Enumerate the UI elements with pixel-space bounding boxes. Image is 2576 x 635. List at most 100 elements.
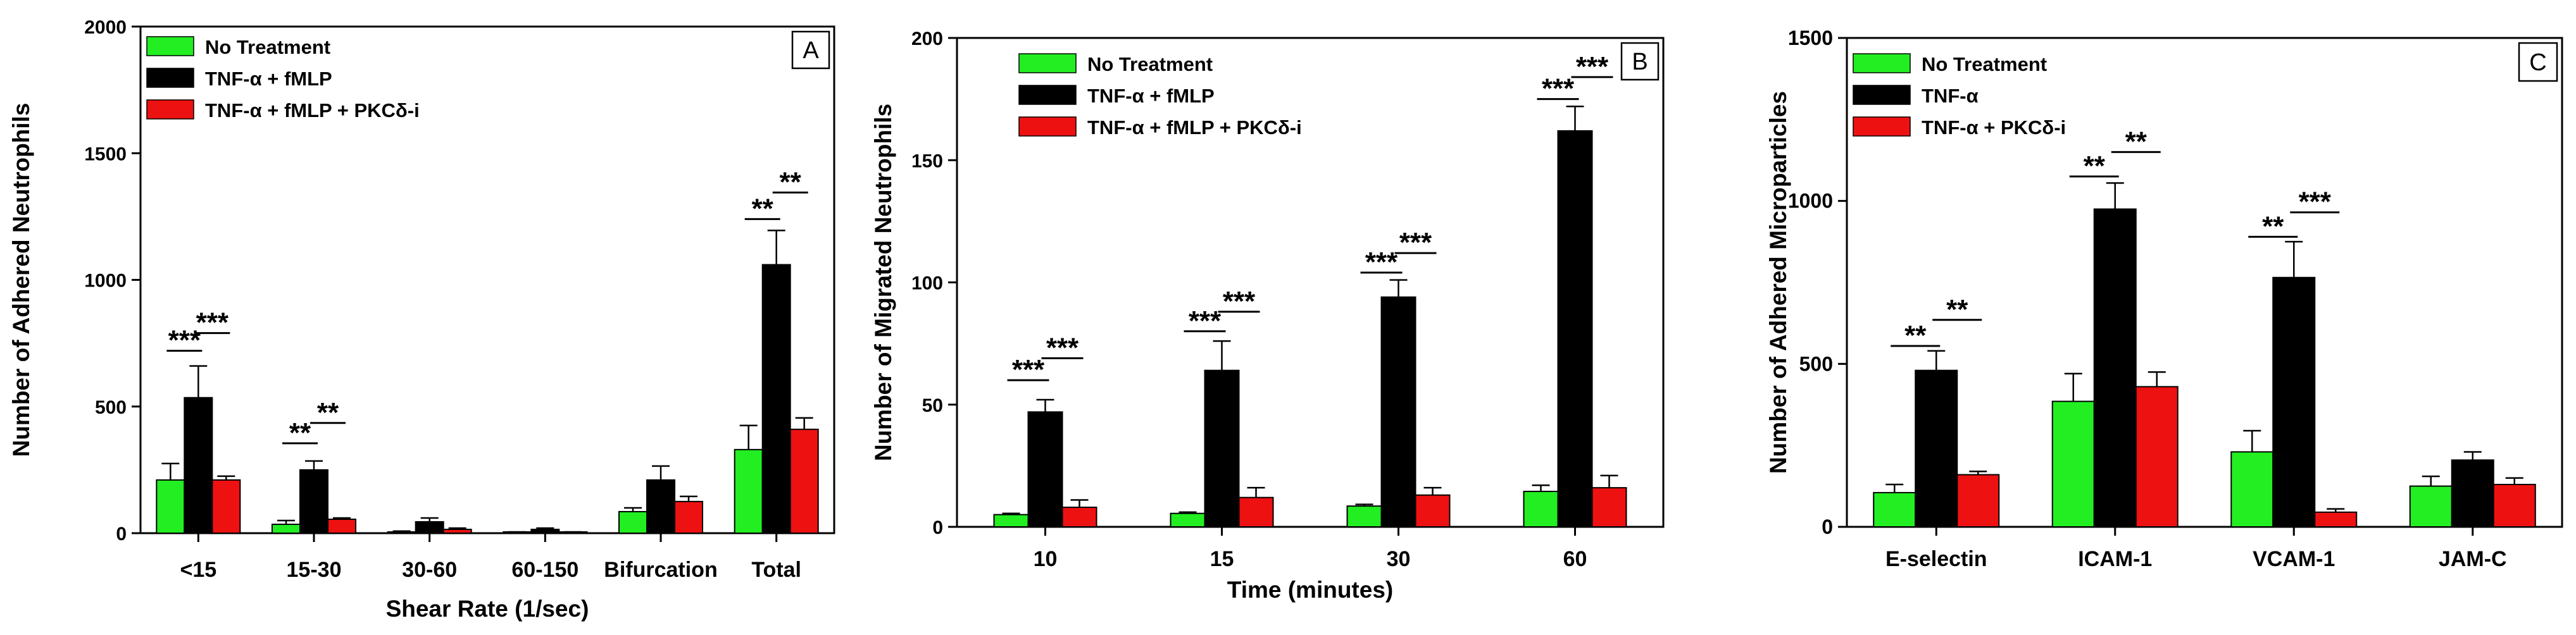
significance-stars: *** xyxy=(1223,286,1256,317)
bar-inhibitor xyxy=(2492,484,2536,527)
bar-treated xyxy=(2451,459,2494,528)
bar-no_treatment xyxy=(993,514,1029,527)
legend-label: TNF-α + fMLP xyxy=(205,68,332,90)
bar-treated xyxy=(2272,276,2316,527)
x-tick-label: <15 xyxy=(180,558,216,582)
plot-frame xyxy=(1846,37,2563,528)
significance-stars: *** xyxy=(1046,332,1079,363)
bar-treated xyxy=(415,521,444,534)
x-tick-label: 30 xyxy=(1387,547,1411,571)
y-tick-label: 0 xyxy=(116,524,127,545)
x-tick-label: JAM-C xyxy=(2439,547,2507,571)
significance-stars: *** xyxy=(1576,51,1609,82)
bar-no_treatment xyxy=(618,510,647,534)
legend-swatch xyxy=(1018,116,1077,137)
bar-no_treatment xyxy=(1523,490,1559,528)
y-axis-label: Number of Adhered Microparticles xyxy=(1765,91,1791,474)
y-axis-label: Number of Migrated Neutrophils xyxy=(870,104,896,461)
significance-stars: ** xyxy=(317,397,339,428)
legend-label: TNF-α + fMLP + PKCδ-i xyxy=(205,99,420,121)
significance-stars: *** xyxy=(1399,227,1432,258)
bar-no_treatment xyxy=(1346,505,1382,528)
x-axis-label: Time (minutes) xyxy=(1227,577,1393,603)
panel-label-box xyxy=(2518,42,2558,82)
panel-label-box xyxy=(791,30,830,70)
significance-stars: *** xyxy=(1542,73,1575,104)
significance-stars: ** xyxy=(2125,126,2148,157)
bar-treated xyxy=(761,264,791,534)
significance-stars: ** xyxy=(780,166,802,197)
bar-no_treatment xyxy=(2230,451,2274,527)
x-tick-label: 10 xyxy=(1034,547,1058,571)
significance-stars: ** xyxy=(2084,151,2106,182)
x-tick-label: Total xyxy=(751,558,801,582)
x-tick-label: 15-30 xyxy=(287,558,342,582)
bar-inhibitor xyxy=(1591,487,1627,527)
y-tick-label: 500 xyxy=(95,397,127,418)
bar-treated xyxy=(1027,411,1063,527)
y-tick-label: 1500 xyxy=(84,144,127,164)
legend-swatch xyxy=(146,99,194,120)
chart-panel-b: 0 50 100 150 200 Number of Migrated Neutrophi… xyxy=(870,28,1665,603)
significance-stars: *** xyxy=(2299,187,2332,218)
y-tick-label: 0 xyxy=(932,517,943,538)
legend-label: TNF-α + PKCδ-i xyxy=(1922,116,2066,139)
panel-label: B xyxy=(1632,49,1648,75)
y-tick-label: 0 xyxy=(1822,515,1833,538)
bar-no_treatment xyxy=(2051,400,2095,528)
legend-swatch xyxy=(1853,53,1911,73)
bar-no_treatment xyxy=(734,448,763,534)
panel-label: A xyxy=(803,37,819,64)
y-tick-label: 1000 xyxy=(1788,190,1833,213)
bar-inhibitor xyxy=(789,428,819,534)
bar-no_treatment xyxy=(1170,512,1206,527)
bar-inhibitor xyxy=(1061,507,1097,528)
legend-swatch xyxy=(1853,85,1911,105)
y-axis-label: Number of Adhered Neutrophils xyxy=(8,103,34,457)
bar-inhibitor xyxy=(2135,386,2179,528)
legend-swatch xyxy=(146,68,194,88)
bar-treated xyxy=(2093,208,2137,527)
legend-label: No Treatment xyxy=(205,36,330,58)
y-tick-label: 100 xyxy=(911,273,943,294)
bar-no_treatment xyxy=(2409,485,2453,527)
bar-no_treatment xyxy=(156,479,185,534)
bar-treated xyxy=(530,528,560,534)
legend-swatch xyxy=(1018,85,1077,105)
significance-stars: *** xyxy=(196,307,229,338)
y-tick-label: 500 xyxy=(1799,352,1833,375)
bar-treated xyxy=(1380,296,1416,527)
panel-label: C xyxy=(2529,49,2546,76)
x-tick-label: ICAM-1 xyxy=(2078,547,2152,571)
chart-panel-c: 0 500 1000 1500 Number of Adhered Microparti… xyxy=(1765,27,2563,571)
x-tick-label: 15 xyxy=(1210,547,1234,571)
bar-inhibitor xyxy=(211,479,241,534)
y-tick-label: 1500 xyxy=(1788,27,1833,49)
legend-label: TNF-α + fMLP + PKCδ-i xyxy=(1087,116,1302,139)
bar-treated xyxy=(184,397,213,534)
bar-no_treatment xyxy=(1873,491,1916,528)
legend-label: TNF-α xyxy=(1922,85,1979,107)
y-tick-label: 1000 xyxy=(84,271,127,292)
bar-treated xyxy=(1557,130,1593,527)
bar-no_treatment xyxy=(272,523,301,534)
legend-swatch xyxy=(1018,53,1077,73)
panel-label-box xyxy=(1620,42,1660,81)
bar-inhibitor xyxy=(1415,494,1451,528)
y-tick-label: 200 xyxy=(911,28,943,49)
bar-inhibitor xyxy=(674,500,703,534)
significance-stars: *** xyxy=(1365,247,1398,278)
bar-inhibitor xyxy=(2314,511,2358,527)
significance-stars: ** xyxy=(1904,320,1927,351)
x-tick-label: 60 xyxy=(1563,547,1587,571)
bar-inhibitor xyxy=(327,518,356,534)
bar-inhibitor xyxy=(1956,474,2000,528)
bar-treated xyxy=(1204,369,1240,528)
bar-inhibitor xyxy=(442,528,472,534)
legend-label: No Treatment xyxy=(1922,53,2047,75)
significance-stars: *** xyxy=(1189,305,1222,336)
x-tick-label: 60-150 xyxy=(511,558,578,582)
legend-label: TNF-α + fMLP xyxy=(1087,85,1215,107)
legend-swatch xyxy=(1853,116,1911,137)
y-tick-label: 150 xyxy=(911,151,943,171)
